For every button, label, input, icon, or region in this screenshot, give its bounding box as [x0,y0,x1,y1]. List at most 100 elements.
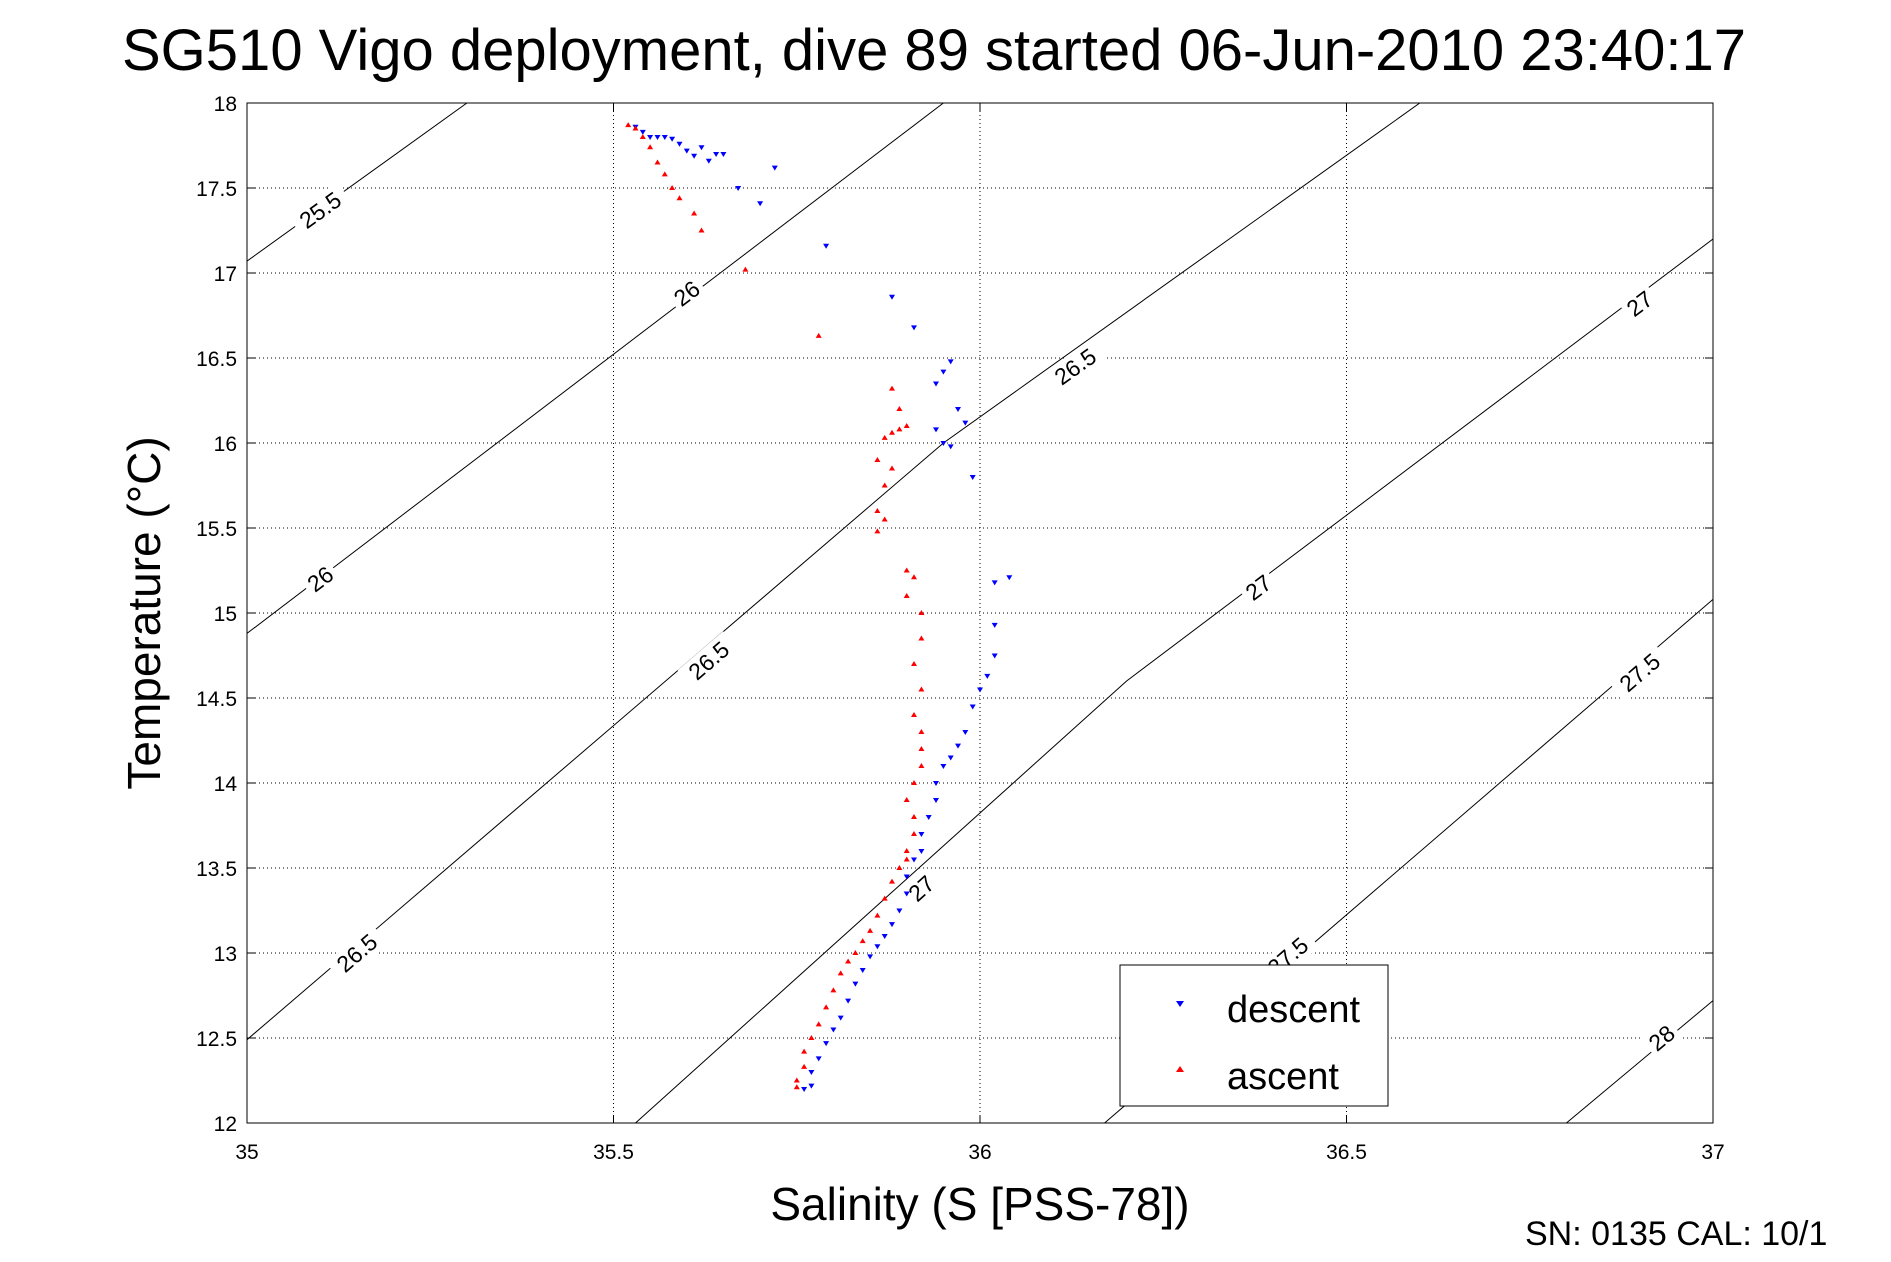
ascent-point [801,1048,808,1054]
ascent-point [823,1004,830,1010]
descent-point [705,158,712,164]
ascent-point [867,927,874,933]
descent-point [955,743,961,749]
legend-descent-label: descent [1227,989,1361,1031]
grid-lines [247,103,1713,1123]
ascent-point [903,848,910,853]
descent-point [911,857,917,863]
descent-point [698,145,705,151]
y-tick-label: 15.5 [196,518,237,541]
descent-point [859,968,866,973]
descent-point [669,136,676,142]
descent-point [661,135,668,140]
y-tick-label: 16 [214,433,237,456]
descent-point [889,294,895,300]
descent-point [991,580,998,586]
density-contour-line [1566,1000,1713,1123]
descent-point [933,781,939,786]
axis-ticks: 35 35.5 36 36.5 37 12 12.5 13 13.5 14 14.5 15 15.5 16… [196,93,1725,1164]
ascent-point [859,938,866,944]
descent-point [903,891,910,897]
descent-point [933,381,939,387]
descent-point [867,954,874,960]
descent-point [896,908,903,914]
descent-point [720,152,727,157]
legend-box [1119,964,1389,1107]
ascent-point [918,729,925,734]
ascent-point [881,434,888,440]
ascent-point [918,635,925,641]
contour-label-bg [288,182,353,239]
descent-point [947,444,954,450]
y-tick-label: 17 [214,263,237,286]
ascent-point [903,567,910,573]
descent-point [801,1087,808,1092]
legend-ascent-label: ascent [1227,1056,1339,1098]
ascent-point [903,423,910,428]
serial-calibration-footer: SN: 0135 CAL: 10/1 [1525,1215,1827,1253]
descent-point [830,1027,837,1033]
y-tick-label: 15 [214,603,237,626]
contour-label-bg [1043,338,1108,395]
y-tick-label: 16.5 [196,348,237,371]
ascent-point [889,465,895,471]
contour-label-bg [1640,1017,1684,1059]
legend-ascent-marker [1176,1066,1184,1072]
ascent-point [881,895,888,901]
descent-point [874,944,881,950]
descent-point [889,922,895,928]
ascent-point [911,814,917,819]
y-tick-label: 14 [214,773,238,796]
x-tick-label: 37 [1701,1141,1724,1164]
x-axis-label: Salinity (S [PSS-78]) [770,1178,1189,1230]
ascent-point [903,797,910,802]
legend-descent-marker [1176,1001,1184,1007]
density-contour-line [247,103,944,634]
ascent-point [874,508,881,513]
descent-point [852,981,859,987]
ascent-point [874,528,881,534]
y-axis-label: Temperature (°C) [118,436,170,789]
ascent-point [911,831,917,836]
descent-point [918,832,925,837]
ascent-point [801,1063,808,1069]
ascent-point [830,987,837,993]
ascent-point [889,878,895,884]
descent-point [823,1041,830,1047]
data-points [625,122,1013,1092]
density-contour-line [247,103,468,262]
descent-point [991,653,998,659]
x-tick-label: 36 [968,1141,991,1164]
descent-point [683,148,690,154]
contour-label-bg [298,558,342,600]
descent-point [947,359,954,365]
y-tick-label: 18 [214,93,237,116]
descent-point [757,201,764,207]
contour-label-bg [900,867,943,910]
ascent-point [881,516,888,522]
ascent-point [911,574,917,580]
descent-point [691,153,698,159]
legend: descent ascent [1119,964,1389,1107]
y-tick-label: 13.5 [196,858,237,881]
descent-point [837,1015,844,1021]
x-tick-label: 36.5 [1326,1141,1367,1164]
ascent-point [911,712,917,717]
descent-point [991,622,998,628]
descent-point [881,934,888,939]
ascent-point [808,1035,815,1040]
contour-label-bg [1608,643,1671,702]
descent-point [823,243,830,249]
ascent-point [691,210,698,216]
descent-point [911,325,917,331]
ascent-point [639,134,646,139]
descent-point [676,141,683,147]
descent-point [845,998,852,1004]
ascent-point [852,950,859,955]
descent-point [654,135,661,140]
descent-point [771,165,778,171]
descent-point [918,849,925,854]
descent-point [969,704,976,710]
